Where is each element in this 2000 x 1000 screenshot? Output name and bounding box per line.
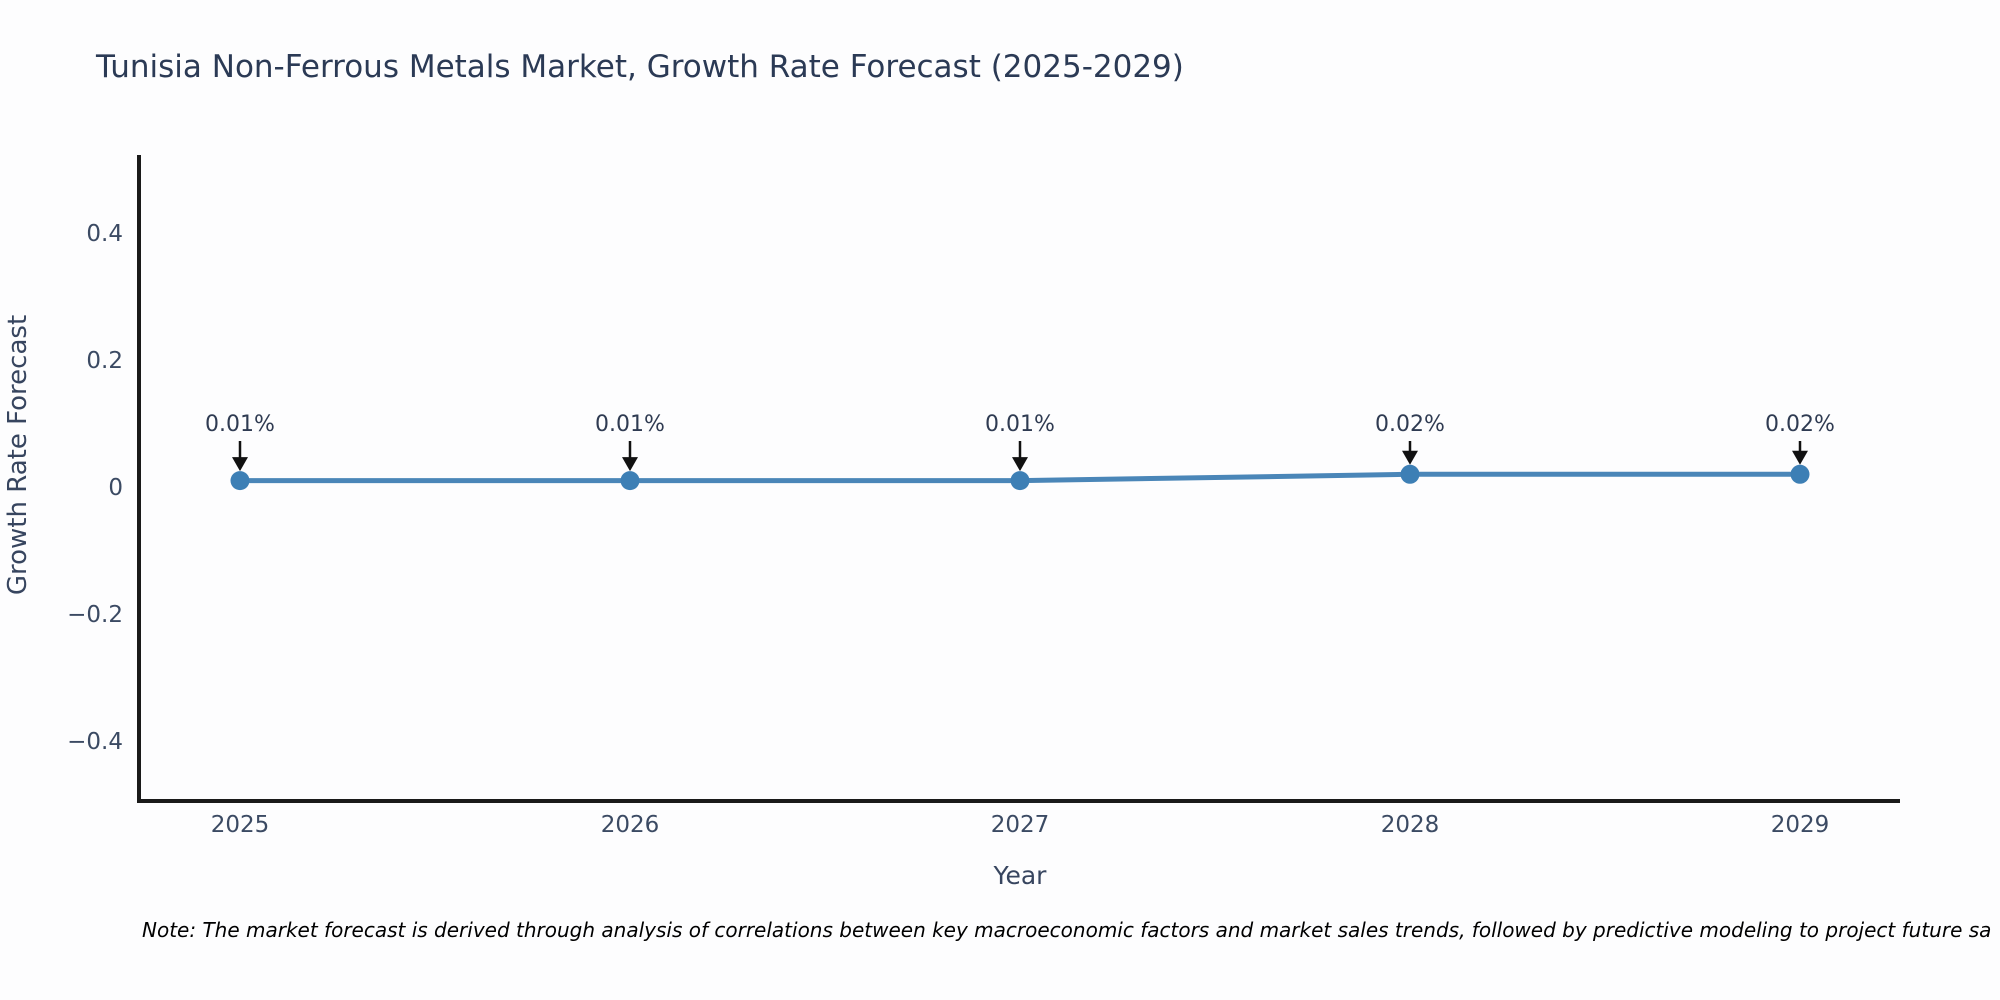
y-tick-label: −0.4 — [67, 729, 123, 755]
x-tick-label: 2028 — [1381, 812, 1440, 838]
data-point-marker — [1400, 464, 1420, 484]
annotation-arrowhead-icon — [622, 457, 638, 472]
x-tick-label: 2029 — [1771, 812, 1830, 838]
y-axis-label: Growth Rate Forecast — [3, 315, 33, 595]
chart-title: Tunisia Non-Ferrous Metals Market, Growt… — [95, 49, 1184, 85]
point-value-label: 0.02% — [1765, 412, 1835, 437]
data-point-marker — [230, 471, 250, 491]
point-value-label: 0.02% — [1375, 412, 1445, 437]
annotation-arrowhead-icon — [1402, 450, 1418, 465]
x-axis-label: Year — [993, 861, 1048, 890]
point-annotations: 0.01% 0.01% 0.01% 0.02% 0.02% — [205, 412, 1835, 472]
y-tick-label: −0.2 — [67, 602, 123, 628]
x-tick-label: 2026 — [601, 812, 660, 838]
footnote: Note: The market forecast is derived thr… — [142, 918, 1992, 942]
y-tick-label: 0.4 — [86, 221, 123, 247]
x-tick-label: 2027 — [991, 812, 1050, 838]
data-point-marker — [1790, 464, 1810, 484]
forecast-line-series — [230, 464, 1810, 491]
x-tick-labels: 2025 2026 2027 2028 2029 — [211, 812, 1830, 838]
x-tick-label: 2025 — [211, 812, 270, 838]
annotation-arrowhead-icon — [1012, 457, 1028, 472]
data-point-marker — [1010, 471, 1030, 491]
y-tick-label: 0 — [108, 475, 123, 501]
y-tick-labels: 0.4 0.2 0 −0.2 −0.4 — [67, 221, 123, 755]
y-tick-label: 0.2 — [86, 348, 123, 374]
annotation-arrowhead-icon — [1792, 450, 1808, 465]
point-value-label: 0.01% — [205, 412, 275, 437]
annotation-arrowhead-icon — [232, 457, 248, 472]
point-value-label: 0.01% — [985, 412, 1055, 437]
data-point-marker — [620, 471, 640, 491]
point-value-label: 0.01% — [595, 412, 665, 437]
